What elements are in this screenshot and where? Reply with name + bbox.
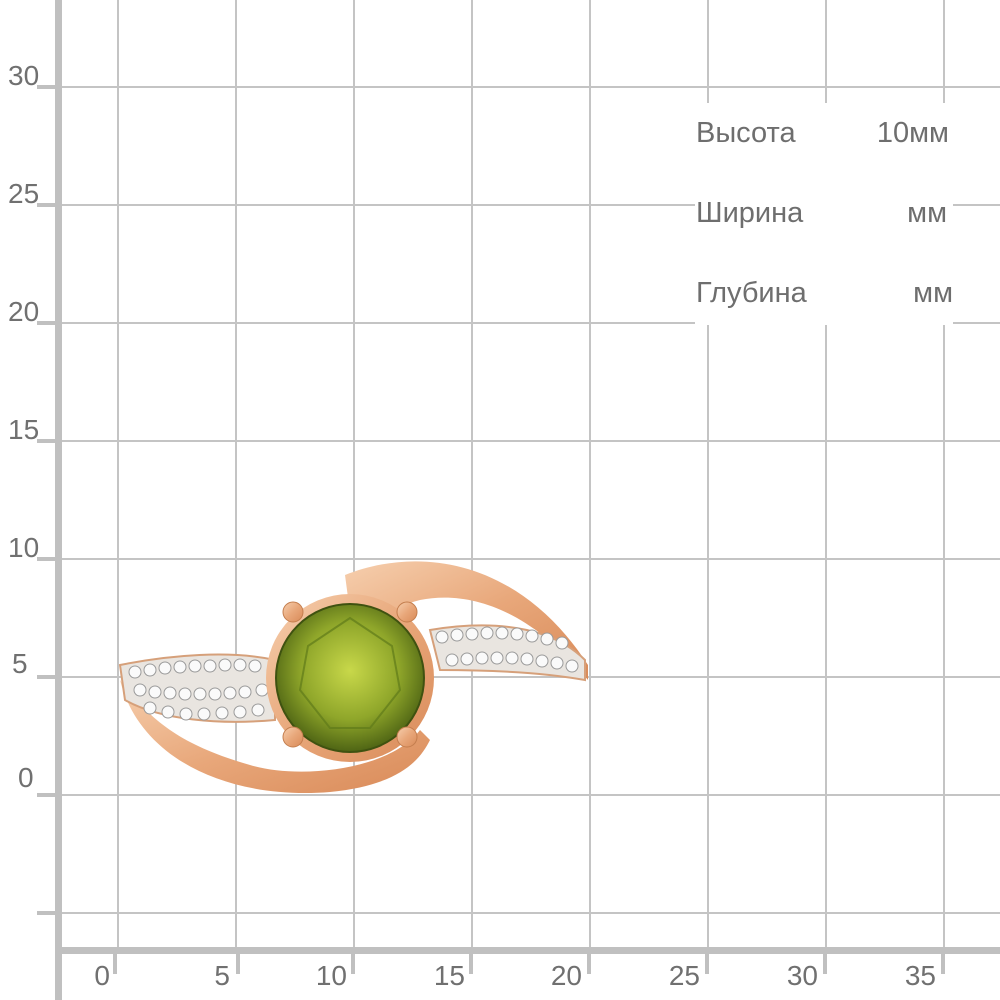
prong [282,726,304,748]
y-tick-label: 5 [12,648,28,679]
y-tick [37,557,57,561]
grid-line [235,0,237,950]
x-tick-label: 35 [904,960,936,991]
grid-line [58,86,1000,88]
dimension-label: Глубина [696,277,807,309]
x-tick [113,954,117,974]
grid-line [589,0,591,950]
dimension-label: Ширина [696,197,804,229]
grid-line [58,794,1000,796]
grid-line [58,204,1000,206]
grid-line [825,0,827,950]
x-tick [823,954,827,974]
y-tick [37,793,57,797]
grid-line [353,0,355,950]
stone-setting [266,594,434,762]
x-tick-label: 25 [668,960,700,991]
y-tick-label: 20 [8,296,40,327]
x-tick [236,954,240,974]
y-tick [37,85,57,89]
x-tick-label: 30 [786,960,818,991]
grid-line [117,0,119,950]
dimension-value: мм [913,277,953,309]
y-tick [37,203,57,207]
y-tick-label: 10 [8,532,40,563]
prong [282,601,304,623]
x-tick-label: 5 [214,960,230,991]
grid-line [943,0,945,950]
x-tick [587,954,591,974]
grid-line [58,912,1000,914]
y-axis [55,0,62,1000]
y-tick-label: 30 [8,60,40,91]
y-tick [37,321,57,325]
dimensions-panel: Высота 10мм Ширина мм Глубина мм [695,103,953,325]
grid-line [58,322,1000,324]
x-tick [469,954,473,974]
y-tick [37,675,57,679]
x-tick [941,954,945,974]
grid-line [707,0,709,950]
y-tick [37,911,57,915]
x-tick-label: 15 [433,960,465,991]
grid-line [471,0,473,950]
diamond-pave [128,626,579,721]
peridot-stone [275,603,425,753]
y-tick-label: 0 [18,762,34,793]
prong [396,601,418,623]
x-tick-label: 20 [550,960,582,991]
dimension-value: мм [907,197,947,229]
x-tick-label: 0 [94,960,110,991]
y-tick-label: 25 [8,178,40,209]
y-tick [37,439,57,443]
grid-line [58,676,1000,678]
grid-line [58,440,1000,442]
grid-line [58,558,1000,560]
dimension-value: 10мм [876,117,949,149]
x-tick-label: 10 [315,960,347,991]
prong [396,726,418,748]
x-axis [55,947,1000,954]
dimension-label: Высота [696,117,796,149]
x-tick [705,954,709,974]
y-tick-label: 15 [8,414,40,445]
x-tick [351,954,355,974]
